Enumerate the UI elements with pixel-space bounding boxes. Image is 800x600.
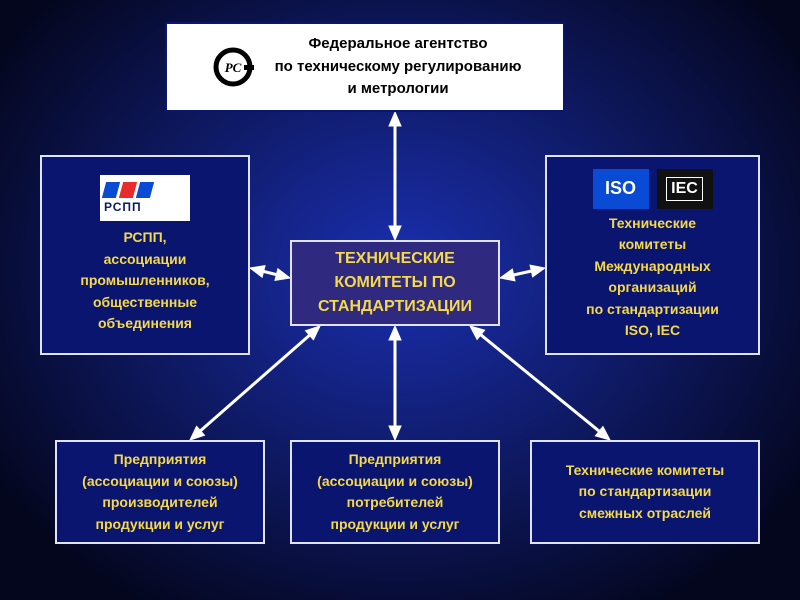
bl-line-4: продукции и услуг — [92, 514, 229, 536]
left-line-5: объединения — [94, 313, 196, 335]
rst-logo-icon: РС — [205, 41, 261, 93]
br-line-2: по стандартизации — [575, 481, 716, 503]
right-line-1: Технические — [605, 213, 700, 235]
left-line-3: промышленников, — [76, 270, 213, 292]
center-line-1: ТЕХНИЧЕСКИЕ — [331, 247, 459, 271]
rspp-label: РСПП — [104, 200, 142, 215]
center-line-2: КОМИТЕТЫ ПО — [330, 271, 459, 295]
rspp-logo-icon: РСПП — [100, 175, 190, 221]
svg-text:РС: РС — [224, 60, 241, 75]
right-line-5: по стандартизации — [582, 299, 723, 321]
bm-line-2: (ассоциации и союзы) — [313, 471, 477, 493]
iec-text: IEC — [666, 177, 703, 201]
left-line-2: ассоциации — [100, 249, 191, 271]
node-producers: Предприятия (ассоциации и союзы) произво… — [55, 440, 265, 544]
node-technical-committees: ТЕХНИЧЕСКИЕ КОМИТЕТЫ ПО СТАНДАРТИЗАЦИИ — [290, 240, 500, 326]
node-iso-iec: ISO IEC Технические комитеты Международн… — [545, 155, 760, 355]
top-line-2: по техническому регулированию — [271, 56, 526, 79]
left-line-1: РСПП, — [119, 227, 170, 249]
bm-line-3: потребителей — [343, 492, 448, 514]
right-line-6: ISO, IEC — [621, 320, 684, 342]
center-line-3: СТАНДАРТИЗАЦИИ — [314, 295, 476, 319]
node-rspp: РСПП РСПП, ассоциации промышленников, об… — [40, 155, 250, 355]
node-federal-agency: РС Федеральное агентство по техническому… — [165, 22, 565, 112]
bm-line-1: Предприятия — [345, 449, 446, 471]
right-line-2: комитеты — [615, 234, 690, 256]
iso-text: ISO — [605, 177, 636, 200]
node-consumers: Предприятия (ассоциации и союзы) потреби… — [290, 440, 500, 544]
iso-logo-icon: ISO — [593, 169, 649, 209]
iec-logo-icon: IEC — [657, 169, 713, 209]
br-line-1: Технические комитеты — [562, 460, 729, 482]
right-line-3: Международных — [590, 256, 714, 278]
left-line-4: общественные — [89, 292, 201, 314]
br-line-3: смежных отраслей — [575, 503, 715, 525]
node-adjacent-committees: Технические комитеты по стандартизации с… — [530, 440, 760, 544]
top-line-1: Федеральное агентство — [304, 33, 491, 56]
bl-line-3: производителей — [98, 492, 221, 514]
right-line-4: организаций — [604, 277, 700, 299]
bm-line-4: продукции и услуг — [327, 514, 464, 536]
bl-line-2: (ассоциации и союзы) — [78, 471, 242, 493]
diagram-stage: РС Федеральное агентство по техническому… — [0, 0, 800, 600]
top-line-3: и метрологии — [343, 78, 452, 101]
bl-line-1: Предприятия — [110, 449, 211, 471]
